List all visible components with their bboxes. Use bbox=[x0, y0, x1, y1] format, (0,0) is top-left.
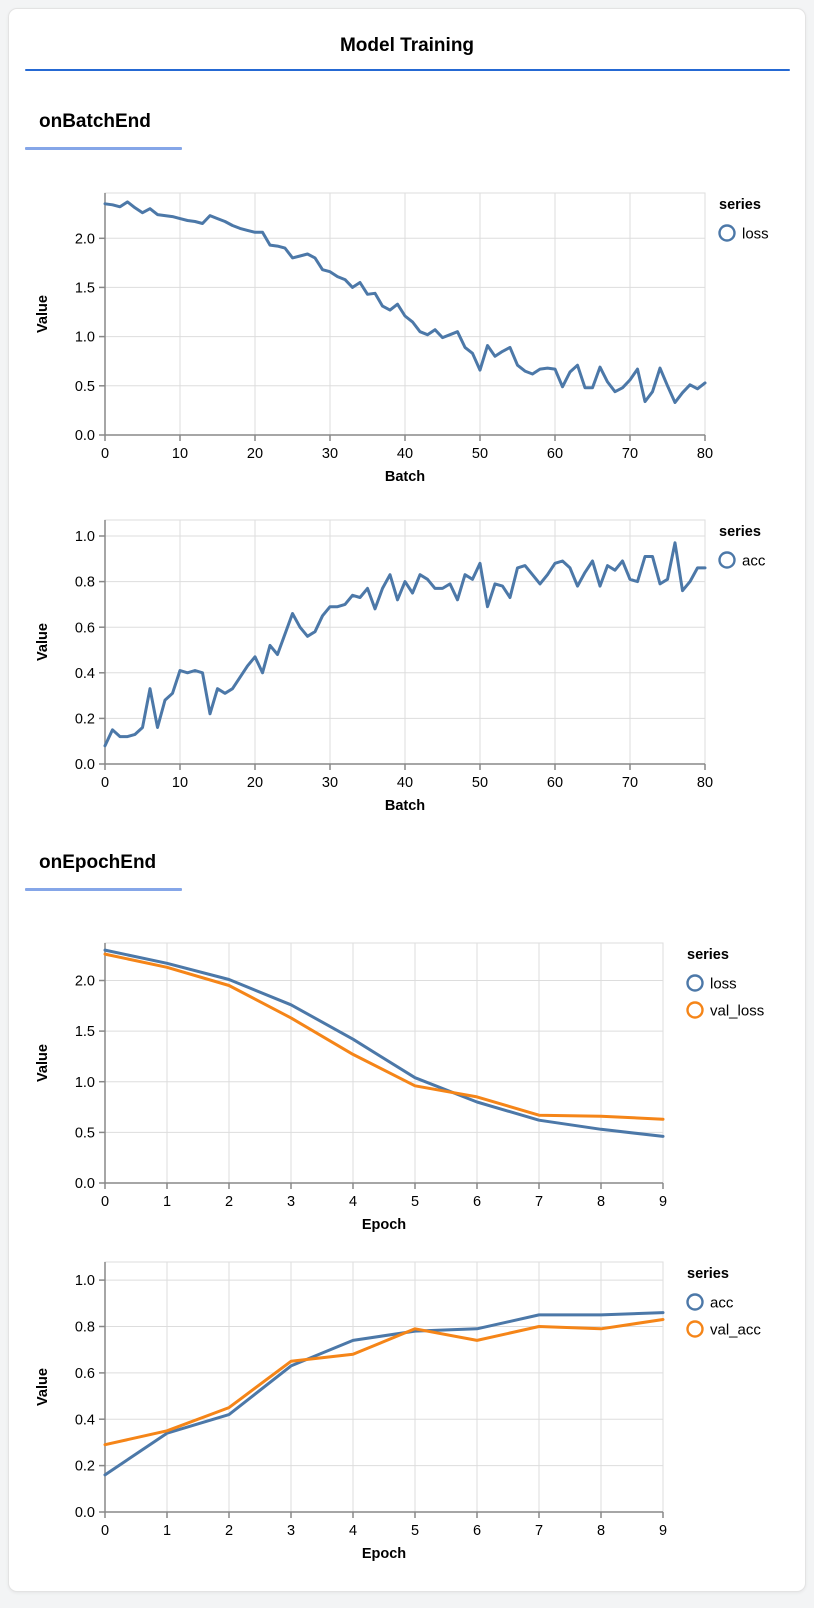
svg-text:70: 70 bbox=[622, 446, 638, 462]
svg-text:2.0: 2.0 bbox=[75, 974, 95, 990]
svg-text:70: 70 bbox=[622, 775, 638, 791]
svg-text:Value: Value bbox=[35, 295, 51, 333]
svg-text:3: 3 bbox=[287, 1194, 295, 1210]
svg-text:Value: Value bbox=[35, 1368, 51, 1406]
svg-text:10: 10 bbox=[172, 446, 188, 462]
visor-surface: Model Training onBatchEnd 0.0 0.5 1.0 1.5 2.… bbox=[8, 8, 806, 1592]
svg-text:0.5: 0.5 bbox=[75, 1125, 95, 1141]
svg-text:series: series bbox=[719, 197, 761, 213]
svg-text:30: 30 bbox=[322, 446, 338, 462]
svg-text:0.5: 0.5 bbox=[75, 379, 95, 395]
svg-text:0.0: 0.0 bbox=[75, 1505, 95, 1521]
svg-text:0.6: 0.6 bbox=[75, 1366, 95, 1382]
svg-text:8: 8 bbox=[597, 1523, 605, 1539]
svg-text:5: 5 bbox=[411, 1523, 419, 1539]
svg-text:Batch: Batch bbox=[385, 469, 425, 485]
svg-text:5: 5 bbox=[411, 1194, 419, 1210]
svg-text:Epoch: Epoch bbox=[362, 1546, 406, 1562]
svg-text:series: series bbox=[687, 1266, 729, 1282]
section-heading-onbatchend: onBatchEnd bbox=[39, 111, 151, 132]
svg-text:1.0: 1.0 bbox=[75, 330, 95, 346]
svg-text:0.4: 0.4 bbox=[75, 1412, 95, 1428]
line-chart-acc-per-batch: 0.0 0.2 0.4 0.6 0.8 1.0 0 10 20 30 40 50 60 70 80 Batch… bbox=[35, 519, 766, 814]
svg-text:Batch: Batch bbox=[385, 798, 425, 814]
svg-text:loss: loss bbox=[710, 975, 737, 992]
svg-text:0: 0 bbox=[101, 775, 109, 791]
svg-text:1.5: 1.5 bbox=[75, 1024, 95, 1040]
svg-text:0.8: 0.8 bbox=[75, 575, 95, 591]
svg-text:acc: acc bbox=[742, 552, 766, 569]
svg-text:1.0: 1.0 bbox=[75, 1075, 95, 1091]
svg-text:8: 8 bbox=[597, 1194, 605, 1210]
svg-text:3: 3 bbox=[287, 1523, 295, 1539]
svg-text:val_acc: val_acc bbox=[710, 1321, 761, 1338]
svg-text:4: 4 bbox=[349, 1194, 357, 1210]
svg-text:7: 7 bbox=[535, 1194, 543, 1210]
svg-text:6: 6 bbox=[473, 1523, 481, 1539]
svg-text:1.5: 1.5 bbox=[75, 280, 95, 296]
svg-text:series: series bbox=[687, 947, 729, 963]
chart-acc-per-epoch: 0.0 0.2 0.4 0.6 0.8 1.0 0 1 2 3 4 5 6 7 8 9 Epoch Value se… bbox=[9, 1254, 805, 1579]
svg-text:val_loss: val_loss bbox=[710, 1002, 764, 1019]
svg-text:0.6: 0.6 bbox=[75, 620, 95, 636]
svg-text:0.8: 0.8 bbox=[75, 1320, 95, 1336]
svg-text:9: 9 bbox=[659, 1194, 667, 1210]
page-title: Model Training bbox=[339, 35, 475, 56]
svg-text:Value: Value bbox=[35, 623, 51, 661]
section-heading-onepochend: onEpochEnd bbox=[39, 852, 157, 873]
chart-loss-per-batch: 0.0 0.5 1.0 1.5 2.0 0 10 20 30 40 50 60 70 80 Batch Val… bbox=[9, 185, 805, 485]
svg-text:Value: Value bbox=[35, 1044, 51, 1082]
line-chart-loss-per-batch: 0.0 0.5 1.0 1.5 2.0 0 10 20 30 40 50 60 70 80 Batch Val… bbox=[35, 192, 769, 485]
svg-text:1.0: 1.0 bbox=[75, 1273, 95, 1289]
svg-text:80: 80 bbox=[697, 775, 713, 791]
svg-text:7: 7 bbox=[535, 1523, 543, 1539]
svg-text:0.0: 0.0 bbox=[75, 1176, 95, 1192]
svg-text:0: 0 bbox=[101, 1523, 109, 1539]
svg-text:2.0: 2.0 bbox=[75, 231, 95, 247]
svg-text:20: 20 bbox=[247, 446, 263, 462]
svg-text:0: 0 bbox=[101, 446, 109, 462]
title-underline bbox=[25, 69, 790, 71]
section-underline-onepochend bbox=[25, 888, 182, 891]
svg-text:0.2: 0.2 bbox=[75, 1459, 95, 1475]
svg-text:0.0: 0.0 bbox=[75, 757, 95, 773]
svg-text:0.0: 0.0 bbox=[75, 428, 95, 444]
svg-text:0.4: 0.4 bbox=[75, 666, 95, 682]
svg-text:acc: acc bbox=[710, 1294, 734, 1311]
line-chart-acc-per-epoch: 0.0 0.2 0.4 0.6 0.8 1.0 0 1 2 3 4 5 6 7 8 9 Epoch Value se… bbox=[35, 1261, 761, 1562]
svg-text:40: 40 bbox=[397, 446, 413, 462]
svg-text:series: series bbox=[719, 524, 761, 540]
svg-text:1: 1 bbox=[163, 1523, 171, 1539]
svg-text:60: 60 bbox=[547, 446, 563, 462]
svg-text:50: 50 bbox=[472, 775, 488, 791]
svg-text:6: 6 bbox=[473, 1194, 481, 1210]
svg-text:40: 40 bbox=[397, 775, 413, 791]
svg-text:loss: loss bbox=[742, 225, 769, 242]
svg-text:2: 2 bbox=[225, 1194, 233, 1210]
chart-acc-per-batch: 0.0 0.2 0.4 0.6 0.8 1.0 0 10 20 30 40 50 60 70 80 Batch… bbox=[9, 512, 805, 817]
svg-text:2: 2 bbox=[225, 1523, 233, 1539]
section-underline-onbatchend bbox=[25, 147, 182, 150]
svg-text:30: 30 bbox=[322, 775, 338, 791]
svg-text:Epoch: Epoch bbox=[362, 1217, 406, 1233]
chart-loss-per-epoch: 0.0 0.5 1.0 1.5 2.0 0 1 2 3 4 5 6 7 8 9 Epoch Value serie… bbox=[9, 935, 805, 1235]
svg-text:10: 10 bbox=[172, 775, 188, 791]
svg-text:4: 4 bbox=[349, 1523, 357, 1539]
svg-text:50: 50 bbox=[472, 446, 488, 462]
line-chart-loss-per-epoch: 0.0 0.5 1.0 1.5 2.0 0 1 2 3 4 5 6 7 8 9 Epoch Value serie… bbox=[35, 942, 764, 1233]
svg-text:60: 60 bbox=[547, 775, 563, 791]
svg-text:0.2: 0.2 bbox=[75, 711, 95, 727]
svg-text:80: 80 bbox=[697, 446, 713, 462]
svg-text:1: 1 bbox=[163, 1194, 171, 1210]
svg-text:0: 0 bbox=[101, 1194, 109, 1210]
svg-text:1.0: 1.0 bbox=[75, 529, 95, 545]
svg-text:9: 9 bbox=[659, 1523, 667, 1539]
svg-text:20: 20 bbox=[247, 775, 263, 791]
